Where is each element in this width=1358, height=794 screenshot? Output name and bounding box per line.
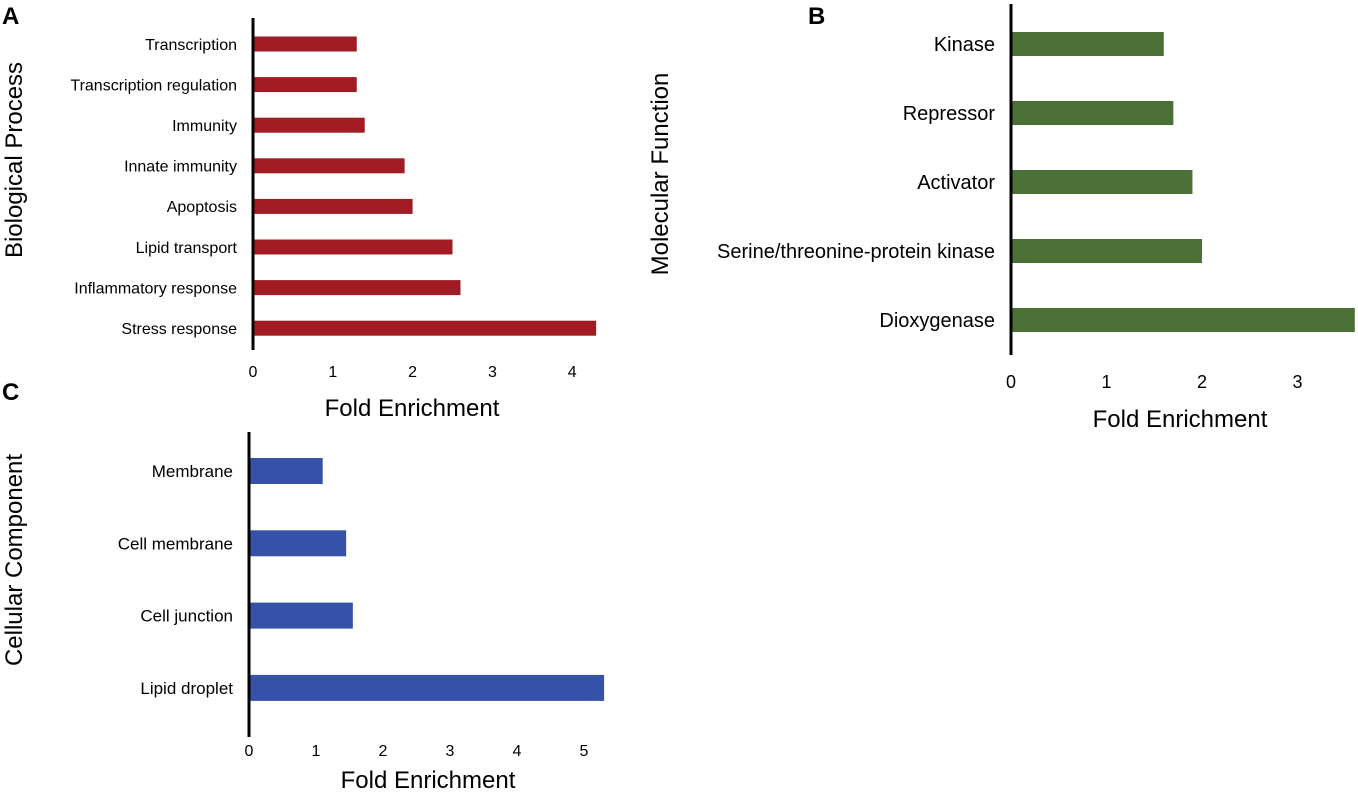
panel-letter-b: B: [808, 3, 825, 30]
bar-c-2: [249, 602, 353, 629]
bar-a-5: [253, 239, 453, 255]
bar-c-3: [249, 674, 605, 701]
category-label-a-3: Innate immunity: [124, 159, 237, 176]
bar-b-2: [1011, 170, 1193, 194]
category-label-b-3: Serine/threonine-protein kinase: [717, 241, 995, 263]
bar-b-0: [1011, 32, 1164, 56]
bar-a-2: [253, 117, 365, 133]
category-label-a-7: Stress response: [121, 321, 237, 338]
bar-a-6: [253, 280, 461, 296]
bar-b-4: [1011, 308, 1355, 332]
x-tick-label-c-5: 5: [580, 743, 589, 760]
category-label-a-2: Immunity: [172, 118, 237, 135]
category-label-c-2: Cell junction: [140, 607, 233, 626]
x-axis-title-b: Fold Enrichment: [1093, 406, 1268, 433]
x-tick-label-b-2: 2: [1197, 372, 1207, 392]
bar-a-0: [253, 36, 357, 52]
category-label-a-6: Inflammatory response: [74, 280, 237, 297]
x-tick-label-c-0: 0: [245, 743, 254, 760]
x-tick-label-c-2: 2: [379, 743, 388, 760]
x-tick-label-b-0: 0: [1006, 372, 1016, 392]
x-tick-label-a-3: 3: [488, 364, 497, 381]
category-label-b-4: Dioxygenase: [879, 310, 995, 332]
x-tick-label-a-0: 0: [249, 364, 258, 381]
bar-b-1: [1011, 101, 1174, 125]
x-tick-label-a-1: 1: [328, 364, 337, 381]
x-tick-label-b-3: 3: [1292, 372, 1302, 392]
category-label-c-1: Cell membrane: [118, 534, 233, 553]
category-label-c-0: Membrane: [152, 462, 233, 481]
x-tick-label-b-1: 1: [1101, 372, 1111, 392]
panel-letter-c: C: [2, 379, 19, 406]
bar-c-1: [249, 530, 347, 557]
y-axis-title-c: Cellular Component: [1, 454, 28, 666]
category-label-a-5: Lipid transport: [136, 240, 238, 257]
x-axis-title-a: Fold Enrichment: [325, 395, 500, 422]
x-tick-label-a-4: 4: [568, 364, 577, 381]
category-label-b-2: Activator: [917, 172, 995, 194]
category-label-b-0: Kinase: [934, 34, 995, 56]
category-label-a-4: Apoptosis: [167, 199, 237, 216]
bar-a-7: [253, 320, 597, 336]
x-tick-label-c-4: 4: [513, 743, 522, 760]
bar-a-1: [253, 77, 357, 93]
y-axis-title-b: Molecular Function: [647, 73, 674, 276]
category-label-c-3: Lipid droplet: [140, 679, 233, 698]
x-axis-title-c: Fold Enrichment: [341, 767, 516, 794]
bar-a-4: [253, 198, 413, 214]
category-label-b-1: Repressor: [903, 103, 996, 125]
y-axis-title-a: Biological Process: [1, 62, 28, 258]
bar-a-3: [253, 158, 405, 174]
x-tick-label-c-1: 1: [312, 743, 321, 760]
bar-c-0: [249, 458, 323, 484]
bar-b-3: [1011, 239, 1202, 263]
category-label-a-0: Transcription: [145, 37, 237, 54]
x-tick-label-c-3: 3: [446, 743, 455, 760]
panel-letter-a: A: [2, 3, 19, 30]
category-label-a-1: Transcription regulation: [70, 77, 237, 94]
x-tick-label-a-2: 2: [408, 364, 417, 381]
